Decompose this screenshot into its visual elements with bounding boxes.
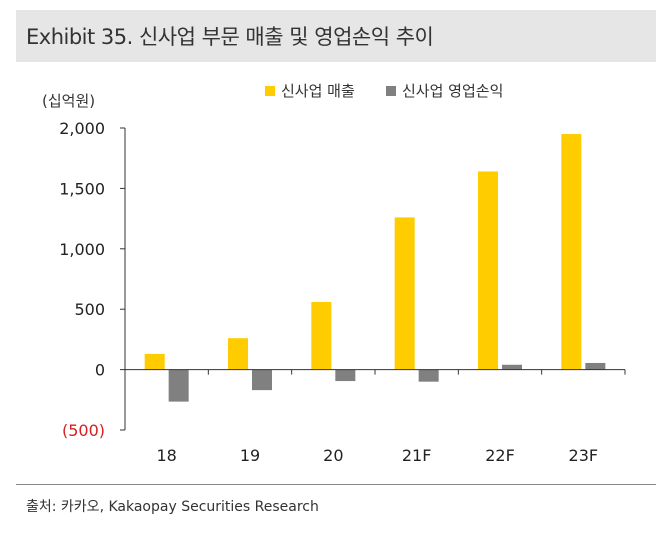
bar-op-profit-18: [168, 369, 189, 402]
y-tick-label: (500): [62, 421, 105, 440]
x-tick-label: 20: [323, 446, 343, 465]
x-tick-label: 18: [156, 446, 176, 465]
y-tick-label: 1,000: [59, 240, 105, 259]
y-tick-label: 1,500: [59, 179, 105, 198]
bar-sales-20: [311, 301, 332, 370]
bar-chart: (십억원) 신사업 매출 신사업 영업손익 (500) 0 500 1,000 1,50…: [42, 82, 626, 465]
bar-op-profit-22F: [502, 364, 522, 370]
bar-sales-19: [228, 338, 248, 370]
bar-sales-23F: [561, 134, 582, 370]
x-tick-label: 21F: [402, 446, 432, 465]
bar-sales-22F: [478, 171, 498, 370]
footer-divider: [16, 484, 656, 485]
bar-op-profit-23F: [585, 362, 606, 370]
chart-header: Exhibit 35. 신사업 부문 매출 및 영업손익 추이: [16, 10, 656, 62]
bar-sales-18: [144, 353, 165, 370]
x-axis-ticks: 18 19 20 21F 22F 23F: [156, 369, 626, 465]
legend-swatch-sales: [265, 86, 275, 96]
bar-op-profit-19: [252, 369, 272, 391]
bar-sales-21F: [394, 217, 415, 370]
y-tick-label: 2,000: [59, 119, 105, 138]
chart-area: (십억원) 신사업 매출 신사업 영업손익 (500) 0 500 1,000 1,50…: [0, 64, 672, 484]
bars: [144, 134, 606, 402]
page-title: Exhibit 35. 신사업 부문 매출 및 영업손익 추이: [26, 25, 434, 49]
legend-swatch-op-profit: [386, 86, 396, 96]
bar-op-profit-20: [335, 369, 356, 382]
x-tick-label: 23F: [569, 446, 599, 465]
legend: 신사업 매출 신사업 영업손익: [265, 82, 503, 100]
y-axis-ticks: (500) 0 500 1,000 1,500 2,000: [59, 119, 125, 440]
x-tick-label: 22F: [485, 446, 515, 465]
bar-op-profit-21F: [418, 369, 439, 382]
legend-label-op-profit: 신사업 영업손익: [402, 82, 503, 100]
source-note: 출처: 카카오, Kakaopay Securities Research: [26, 499, 319, 515]
y-tick-label: 500: [74, 300, 105, 319]
y-tick-label: 0: [95, 361, 105, 380]
y-axis-unit-label: (십억원): [42, 92, 95, 110]
x-tick-label: 19: [240, 446, 260, 465]
legend-label-sales: 신사업 매출: [281, 82, 355, 100]
